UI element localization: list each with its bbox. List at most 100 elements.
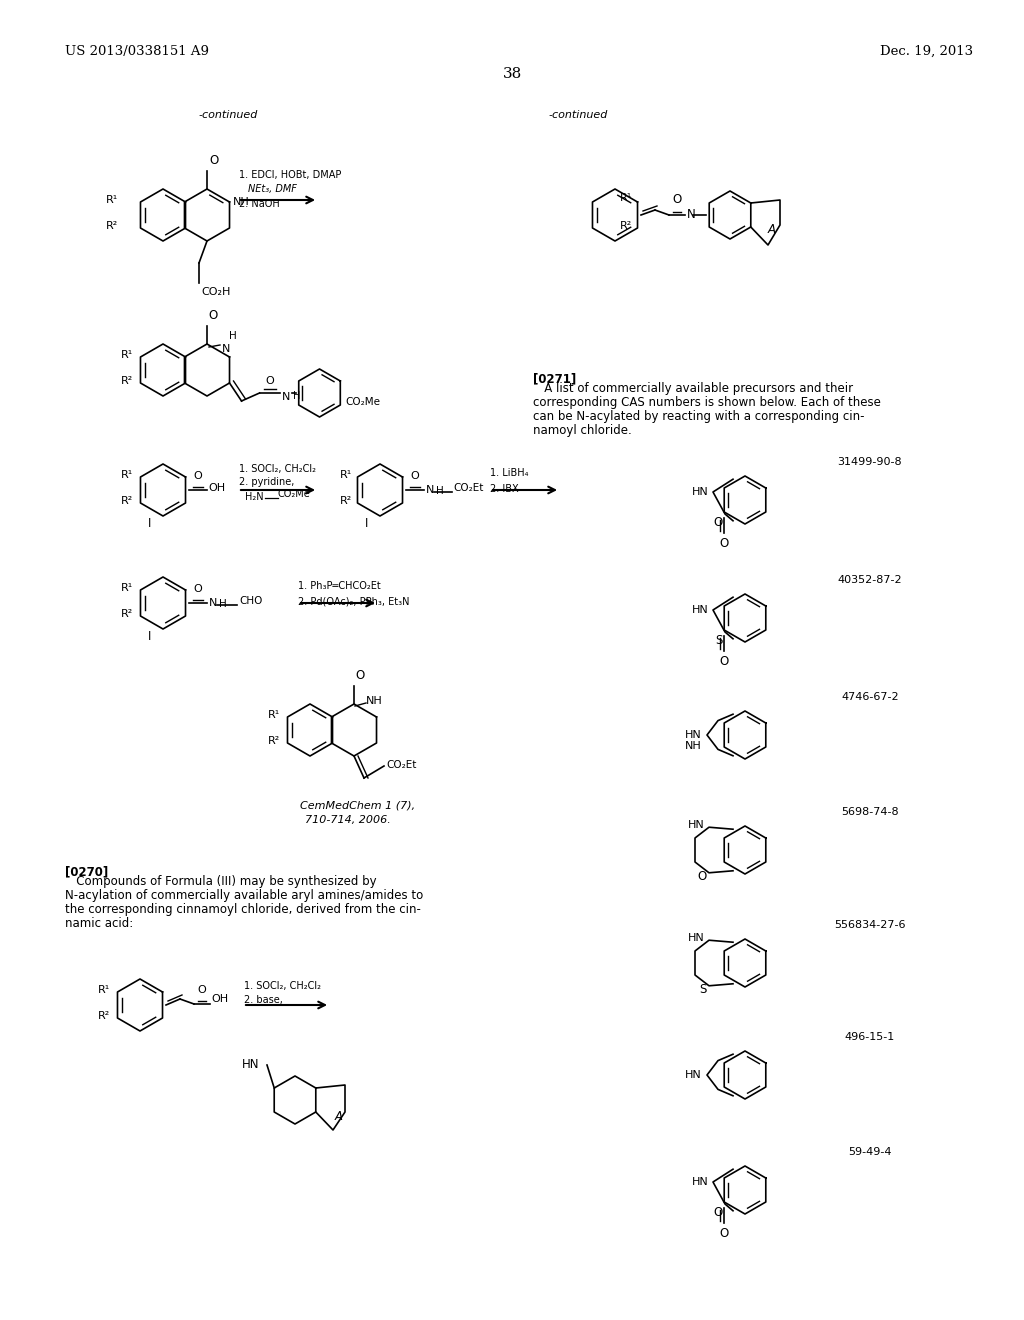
Text: [0270]: [0270] bbox=[65, 865, 109, 878]
Text: HN: HN bbox=[692, 487, 709, 498]
Text: HN: HN bbox=[688, 933, 705, 944]
Text: R²: R² bbox=[121, 376, 133, 385]
Text: 1. EDCl, HOBt, DMAP: 1. EDCl, HOBt, DMAP bbox=[239, 170, 341, 180]
Text: Dec. 19, 2013: Dec. 19, 2013 bbox=[880, 45, 973, 58]
Text: A: A bbox=[335, 1110, 343, 1123]
Text: HN: HN bbox=[685, 730, 702, 741]
Text: corresponding CAS numbers is shown below. Each of these: corresponding CAS numbers is shown below… bbox=[534, 396, 881, 409]
Text: N: N bbox=[687, 209, 695, 222]
Text: H: H bbox=[436, 486, 443, 496]
Text: N: N bbox=[222, 345, 230, 354]
Text: HN: HN bbox=[692, 605, 709, 615]
Text: O: O bbox=[720, 655, 729, 668]
Text: O: O bbox=[265, 376, 273, 385]
Text: A list of commercially available precursors and their: A list of commercially available precurs… bbox=[534, 381, 853, 395]
Text: HN: HN bbox=[688, 820, 705, 830]
Text: R²: R² bbox=[621, 220, 633, 231]
Text: CO₂Et: CO₂Et bbox=[386, 760, 417, 770]
Text: NH: NH bbox=[685, 741, 702, 751]
Text: R¹: R¹ bbox=[121, 470, 133, 480]
Text: O: O bbox=[209, 154, 218, 168]
Text: CO₂H: CO₂H bbox=[201, 286, 230, 297]
Text: N-acylation of commercially available aryl amines/amides to: N-acylation of commercially available ar… bbox=[65, 888, 423, 902]
Text: O: O bbox=[720, 1226, 729, 1239]
Text: CO₂Et: CO₂Et bbox=[453, 483, 483, 492]
Text: 496-15-1: 496-15-1 bbox=[845, 1032, 895, 1041]
Text: 2. IBX: 2. IBX bbox=[490, 484, 518, 494]
Text: O: O bbox=[714, 516, 723, 529]
Text: N: N bbox=[282, 392, 290, 403]
Text: R¹: R¹ bbox=[267, 710, 280, 719]
Text: US 2013/0338151 A9: US 2013/0338151 A9 bbox=[65, 45, 209, 58]
Text: R²: R² bbox=[267, 737, 280, 746]
Text: CemMedChem 1 (7),: CemMedChem 1 (7), bbox=[300, 800, 415, 810]
Text: N: N bbox=[209, 598, 217, 609]
Text: 38: 38 bbox=[503, 67, 521, 81]
Text: O: O bbox=[194, 471, 203, 480]
Text: HN: HN bbox=[685, 1071, 702, 1080]
Text: A: A bbox=[768, 223, 776, 236]
Text: R²: R² bbox=[121, 609, 133, 619]
Text: O: O bbox=[355, 669, 365, 682]
Text: I: I bbox=[148, 630, 152, 643]
Text: 1. Ph₃P═CHCO₂Et: 1. Ph₃P═CHCO₂Et bbox=[298, 581, 381, 591]
Text: -continued: -continued bbox=[199, 110, 258, 120]
Text: N: N bbox=[426, 484, 434, 495]
Text: R¹: R¹ bbox=[121, 350, 133, 360]
Text: [0271]: [0271] bbox=[534, 372, 577, 385]
Text: H: H bbox=[229, 331, 237, 341]
Text: R²: R² bbox=[97, 1011, 110, 1020]
Text: R¹: R¹ bbox=[121, 583, 133, 593]
Text: O: O bbox=[673, 193, 682, 206]
Text: 59-49-4: 59-49-4 bbox=[848, 1147, 892, 1158]
Text: CO₂Me: CO₂Me bbox=[278, 488, 310, 499]
Text: 40352-87-2: 40352-87-2 bbox=[838, 576, 902, 585]
Text: 31499-90-8: 31499-90-8 bbox=[838, 457, 902, 467]
Text: I: I bbox=[366, 516, 369, 529]
Text: CO₂Me: CO₂Me bbox=[345, 397, 381, 407]
Text: namoyl chloride.: namoyl chloride. bbox=[534, 424, 632, 437]
Text: OH: OH bbox=[208, 483, 225, 492]
Text: 2. NaOH: 2. NaOH bbox=[239, 199, 280, 209]
Text: O: O bbox=[411, 471, 420, 480]
Text: O: O bbox=[198, 985, 207, 995]
Text: 1. LiBH₄: 1. LiBH₄ bbox=[490, 469, 528, 478]
Text: R¹: R¹ bbox=[97, 985, 110, 995]
Text: -continued: -continued bbox=[548, 110, 607, 120]
Text: 2. pyridine,: 2. pyridine, bbox=[239, 477, 294, 487]
Text: H: H bbox=[293, 391, 300, 401]
Text: O: O bbox=[720, 537, 729, 550]
Text: H: H bbox=[219, 599, 226, 609]
Text: HN: HN bbox=[242, 1059, 259, 1072]
Text: R¹: R¹ bbox=[106, 195, 119, 205]
Text: S: S bbox=[716, 634, 723, 647]
Text: 556834-27-6: 556834-27-6 bbox=[835, 920, 906, 931]
Text: O: O bbox=[697, 870, 707, 883]
Text: can be N-acylated by reacting with a corresponding cin-: can be N-acylated by reacting with a cor… bbox=[534, 411, 864, 422]
Text: NH: NH bbox=[366, 696, 383, 706]
Text: 710-714, 2006.: 710-714, 2006. bbox=[305, 814, 391, 825]
Text: CHO: CHO bbox=[239, 597, 262, 606]
Text: the corresponding cinnamoyl chloride, derived from the cin-: the corresponding cinnamoyl chloride, de… bbox=[65, 903, 421, 916]
Text: 1. SOCl₂, CH₂Cl₂: 1. SOCl₂, CH₂Cl₂ bbox=[244, 981, 321, 991]
Text: HN: HN bbox=[692, 1177, 709, 1187]
Text: R¹: R¹ bbox=[340, 470, 352, 480]
Text: R²: R² bbox=[106, 220, 119, 231]
Text: 2. Pd(OAc)₂, PPh₃, Et₃N: 2. Pd(OAc)₂, PPh₃, Et₃N bbox=[298, 597, 410, 607]
Text: 4746-67-2: 4746-67-2 bbox=[841, 692, 899, 702]
Text: R²: R² bbox=[340, 496, 352, 506]
Text: 5698-74-8: 5698-74-8 bbox=[841, 807, 899, 817]
Text: NH: NH bbox=[232, 197, 249, 207]
Text: namic acid:: namic acid: bbox=[65, 917, 133, 931]
Text: O: O bbox=[194, 583, 203, 594]
Text: 2. base,: 2. base, bbox=[244, 995, 283, 1005]
Text: R²: R² bbox=[121, 496, 133, 506]
Text: O: O bbox=[714, 1206, 723, 1218]
Text: O: O bbox=[208, 309, 217, 322]
Text: NEt₃, DMF: NEt₃, DMF bbox=[248, 183, 297, 194]
Text: R¹: R¹ bbox=[621, 193, 633, 203]
Text: 1. SOCl₂, CH₂Cl₂: 1. SOCl₂, CH₂Cl₂ bbox=[239, 465, 316, 474]
Text: OH: OH bbox=[211, 994, 228, 1005]
Text: Compounds of Formula (III) may be synthesized by: Compounds of Formula (III) may be synthe… bbox=[65, 875, 377, 888]
Text: I: I bbox=[148, 516, 152, 529]
